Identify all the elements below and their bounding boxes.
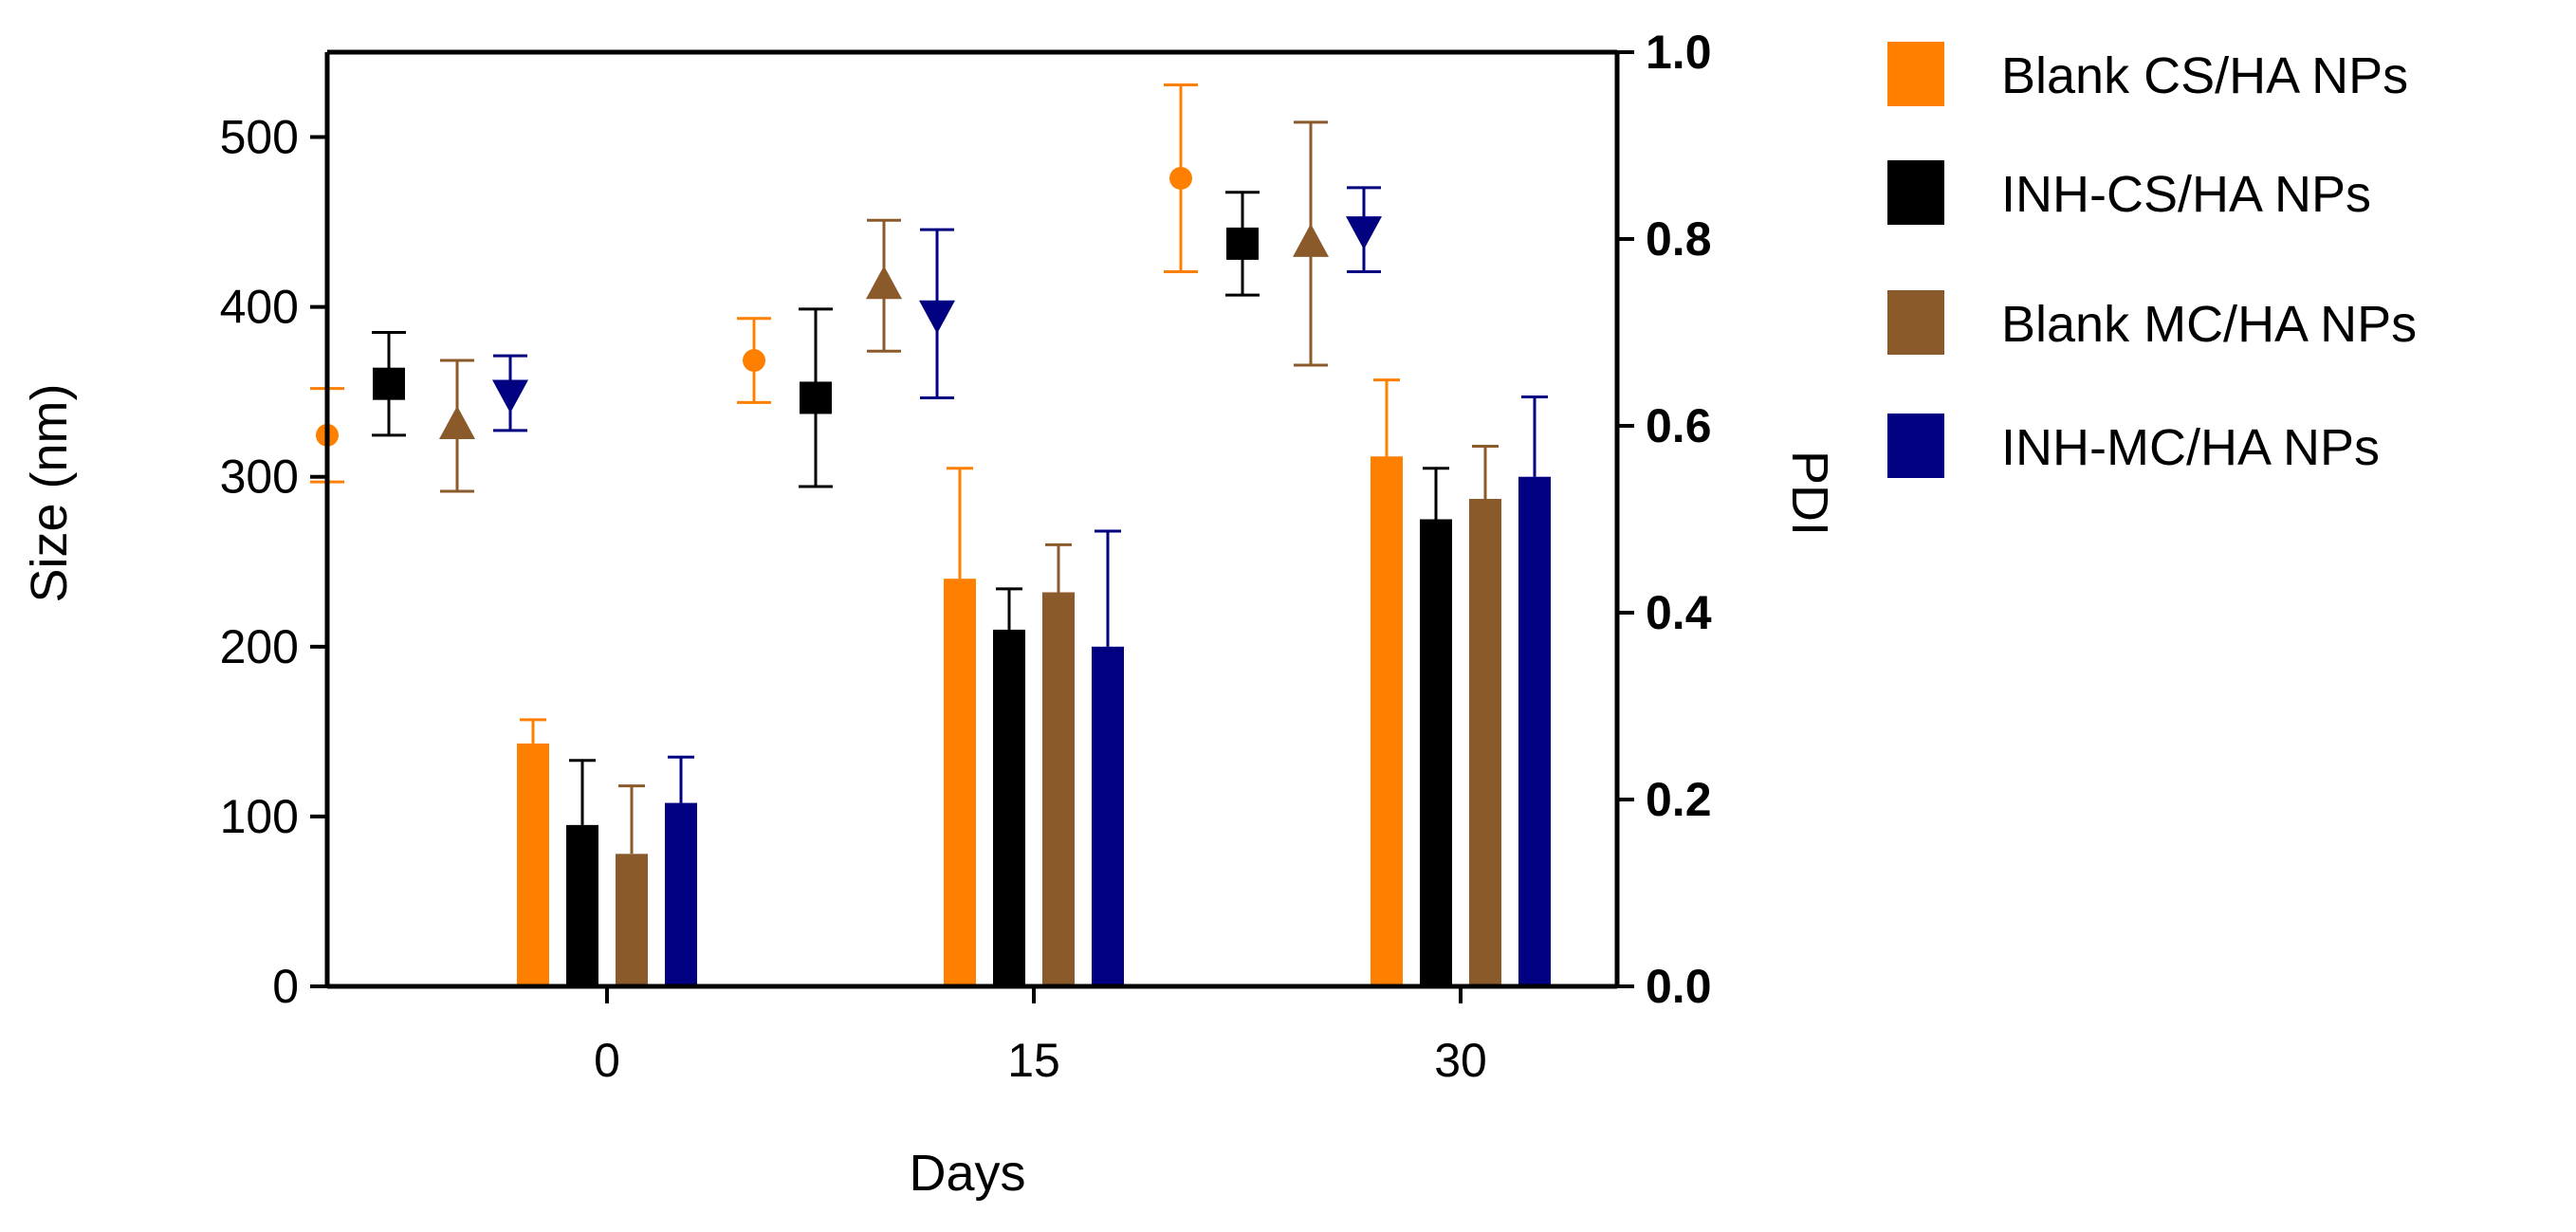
pdi-point-triangle-down [919, 300, 955, 334]
legend-label: Blank CS/HA NPs [2001, 47, 2408, 104]
legend-swatch [1887, 290, 1944, 355]
legend-swatch [1887, 160, 1944, 225]
y-tick-label: 500 [220, 111, 299, 164]
bar [665, 802, 697, 986]
legend-swatch [1887, 414, 1944, 478]
legend: Blank CS/HA NPs INH-CS/HA NPs Blank MC/HA … [1887, 42, 2417, 478]
y-tick-label: 200 [220, 620, 299, 673]
bar [1092, 646, 1124, 986]
y2-tick-label: 0.6 [1646, 399, 1712, 452]
x-tick-label: 0 [594, 1034, 620, 1087]
legend-label: Blank MC/HA NPs [2001, 296, 2417, 353]
bar [616, 854, 648, 986]
axes-layer: 0 100 200 300 400 500 0.0 0.2 0.4 0.6 0.8 1.0 0 15 30 [220, 26, 1712, 1087]
pdi-points-layer [310, 83, 1382, 493]
bars-layer [517, 378, 1551, 987]
bar [944, 579, 976, 986]
y2-tick-label: 1.0 [1646, 26, 1712, 79]
pdi-point-triangle-down [492, 379, 528, 414]
x-tick-label: 30 [1434, 1034, 1487, 1087]
bar [993, 629, 1025, 986]
bar [1042, 592, 1075, 986]
pdi-point-square [800, 381, 832, 414]
y2-axis-title: PDI [1781, 451, 1838, 536]
y-tick-label: 100 [220, 790, 299, 843]
y2-tick-label: 0.0 [1646, 960, 1712, 1013]
pdi-point-triangle-up [866, 266, 902, 300]
x-tick-label: 15 [1007, 1034, 1060, 1087]
y-tick-label: 400 [220, 281, 299, 334]
bar [1469, 499, 1501, 986]
bar [1420, 519, 1452, 986]
y2-tick-label: 0.4 [1646, 586, 1712, 639]
pdi-point-triangle-up [439, 406, 475, 439]
bar [1518, 476, 1551, 986]
y2-tick-label: 0.2 [1646, 773, 1712, 826]
bar [1371, 456, 1403, 987]
pdi-point-circle [1169, 166, 1192, 190]
x-axis-title: Days [909, 1145, 1025, 1202]
legend-label: INH-MC/HA NPs [2001, 419, 2380, 476]
legend-swatch [1887, 42, 1944, 106]
y-tick-label: 300 [220, 451, 299, 504]
pdi-point-circle [743, 349, 765, 373]
pdi-point-square [373, 367, 405, 400]
legend-label: INH-CS/HA NPs [2001, 166, 2371, 223]
pdi-point-square [1226, 227, 1259, 260]
y-tick-label: 0 [272, 960, 299, 1013]
pdi-point-triangle-up [1293, 223, 1329, 257]
y2-tick-label: 0.8 [1646, 212, 1712, 266]
bar [566, 824, 598, 986]
y-axis-title: Size (nm) [21, 383, 78, 602]
bar [517, 743, 549, 986]
pdi-point-triangle-down [1346, 216, 1382, 250]
